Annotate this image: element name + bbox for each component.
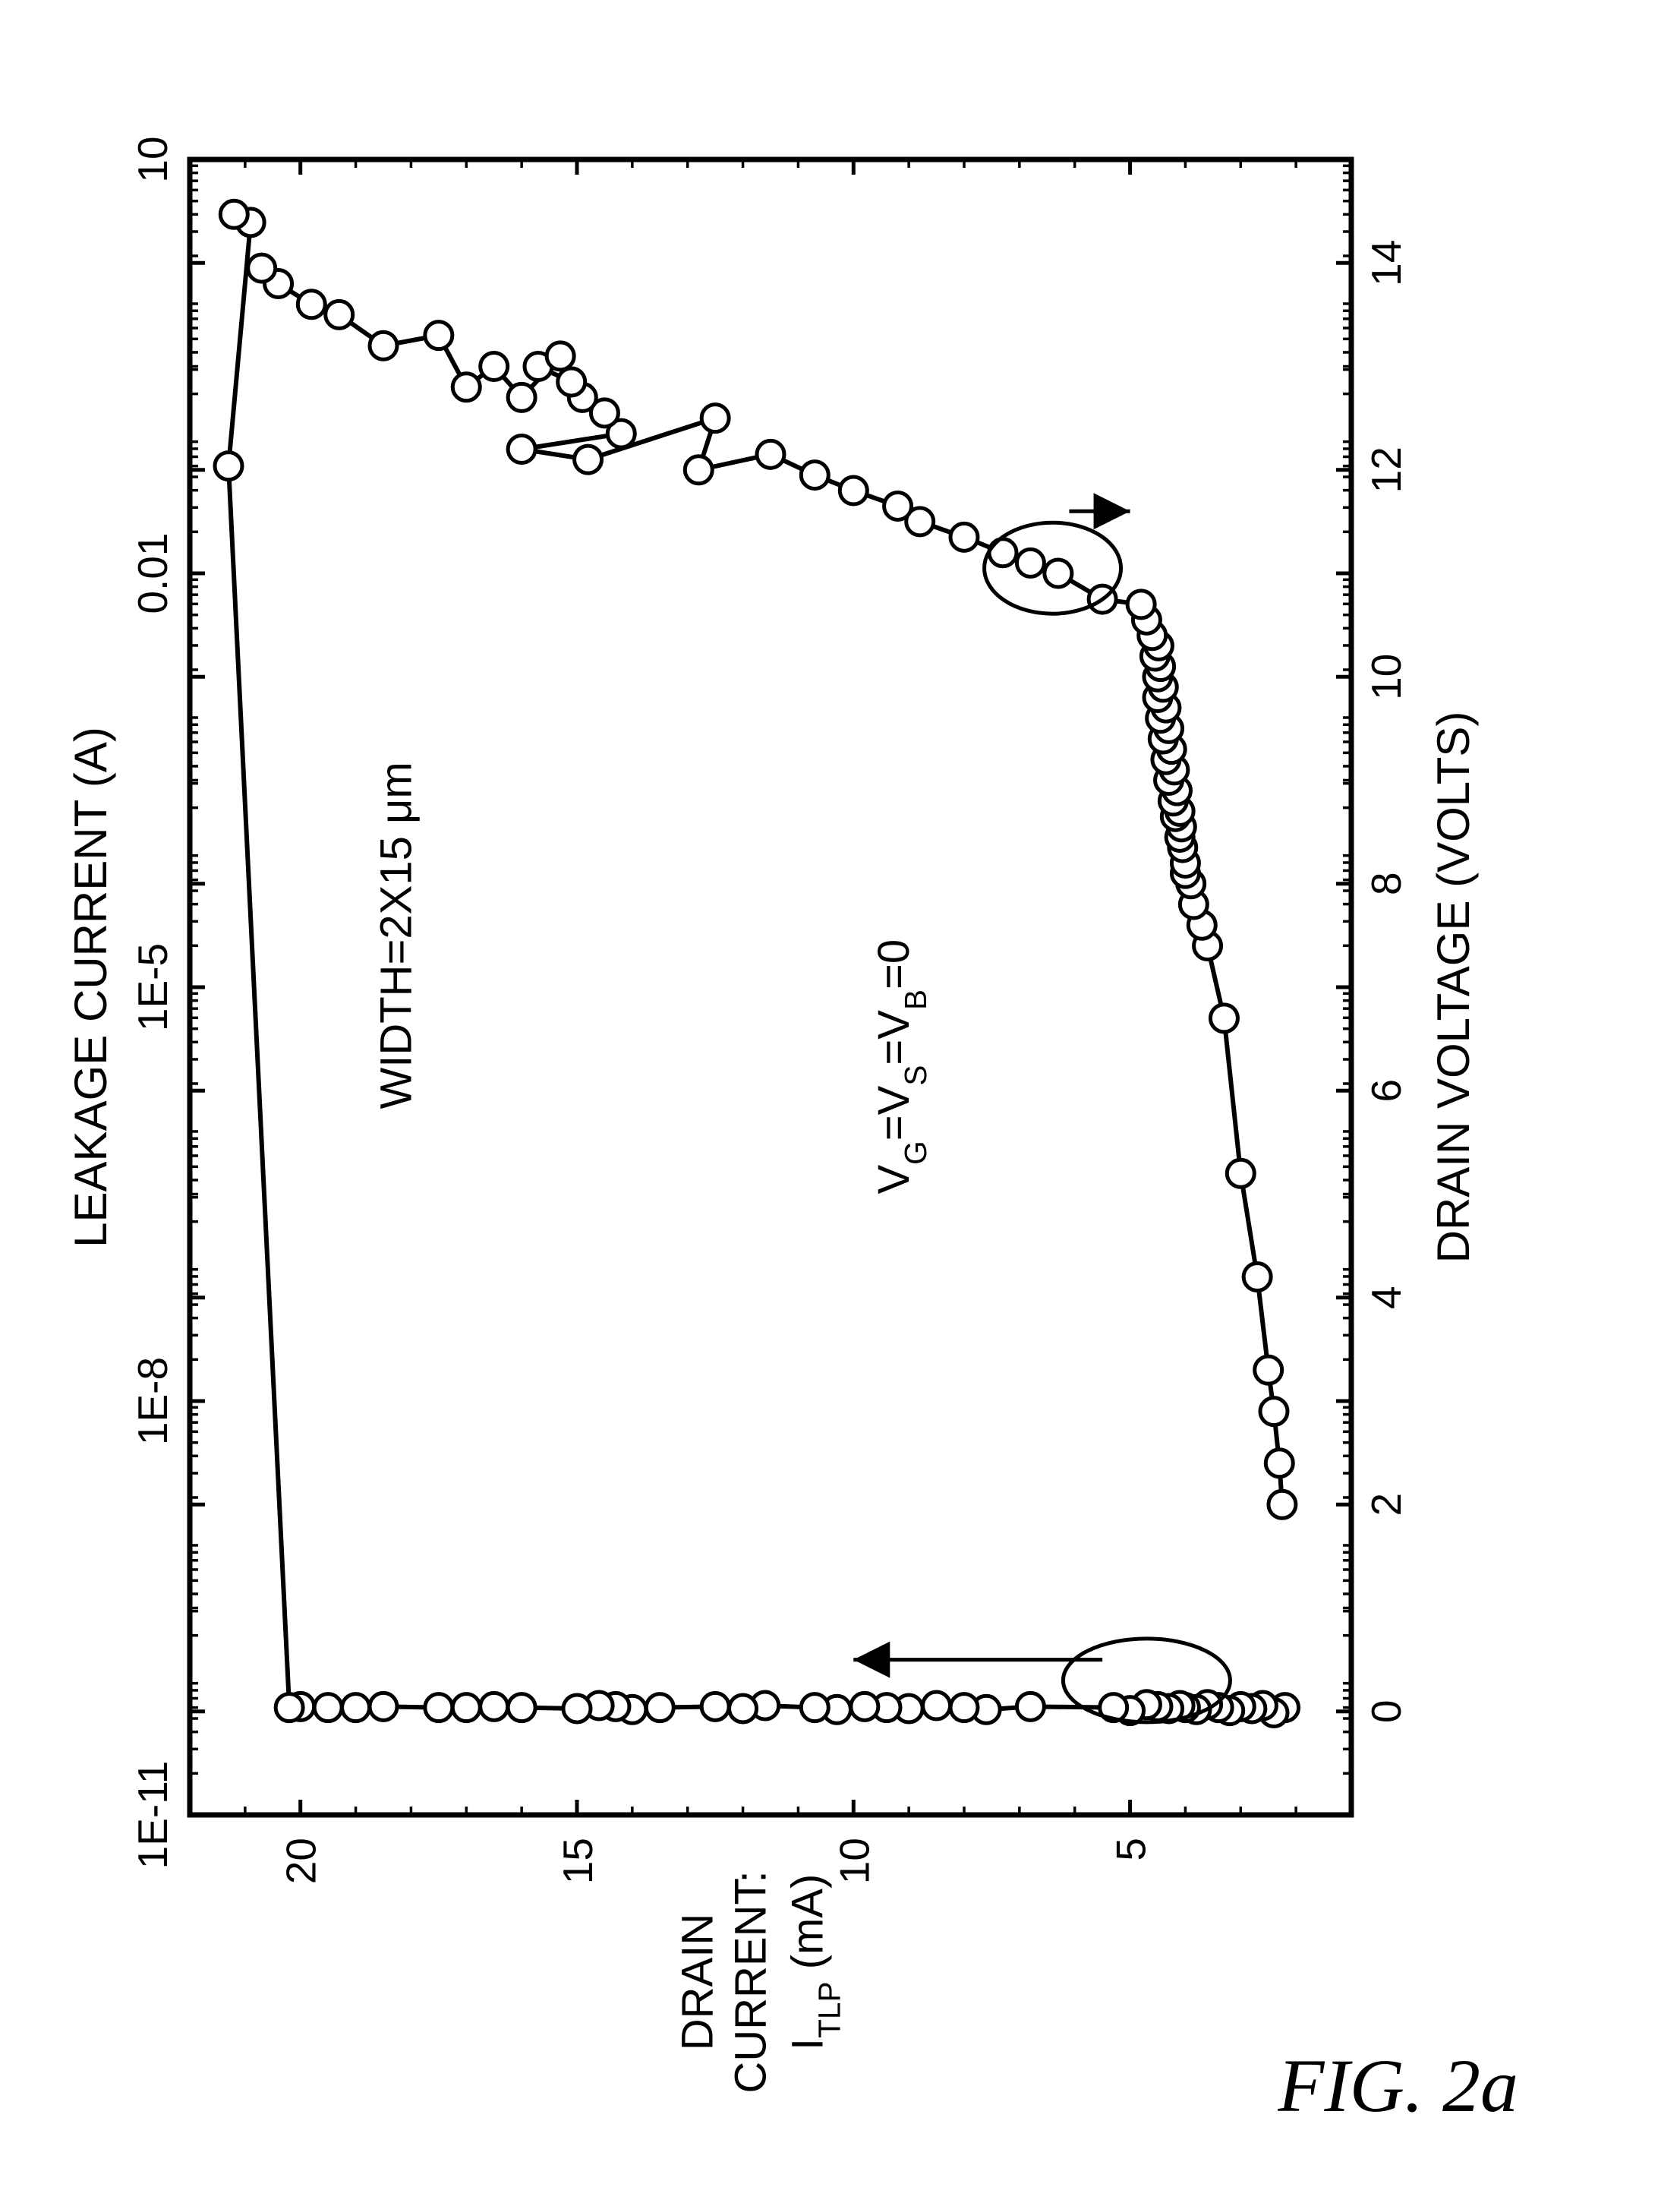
iv-series-marker xyxy=(1243,1264,1271,1291)
iv-series-marker xyxy=(1210,1005,1237,1032)
iv-series-marker xyxy=(1266,1450,1293,1477)
leakage-series-marker xyxy=(276,1694,303,1722)
leakage-series-marker xyxy=(1017,1693,1044,1720)
iv-series-marker xyxy=(1045,560,1072,587)
axis-top: 1E-11 1E-8 1E-5 0.01 10 LEAKAGE CURRENT (A) xyxy=(65,136,1351,1869)
leakage-series-marker xyxy=(342,1694,370,1722)
bottom-tick-label: 12 xyxy=(1363,447,1410,493)
leakage-series-marker xyxy=(851,1693,878,1720)
leakage-series-marker xyxy=(314,1694,342,1722)
leakage-series-marker xyxy=(370,1693,397,1720)
iv-series-marker xyxy=(685,456,712,484)
left-axis-title-2: CURRENT: xyxy=(727,1870,776,2093)
iv-series-marker xyxy=(326,301,353,328)
chart-rotated-group: 1E-11 1E-8 1E-5 0.01 10 LEAKAGE CURRENT (A) 0 2… xyxy=(65,136,1479,2093)
leakage-series-marker xyxy=(563,1695,591,1722)
iv-series-marker xyxy=(840,477,867,504)
iv-series-marker xyxy=(248,254,276,282)
iv-series-marker xyxy=(575,446,602,473)
iv-series-marker xyxy=(1227,1160,1254,1187)
bottom-tick-label: 14 xyxy=(1363,240,1410,286)
leakage-series-marker xyxy=(646,1694,673,1722)
iv-series-marker xyxy=(547,342,574,370)
iv-series-marker xyxy=(1269,1491,1296,1518)
figure-caption: FIG. 2a xyxy=(1277,2043,1518,2128)
bottom-tick-label: 4 xyxy=(1363,1286,1410,1309)
iv-series-marker xyxy=(508,383,535,411)
top-tick-label: 1E-8 xyxy=(129,1357,176,1445)
iv-series-marker xyxy=(884,492,912,519)
plot-frame xyxy=(190,159,1351,1815)
iv-series-marker xyxy=(1255,1356,1282,1384)
left-tick-label: 10 xyxy=(831,1838,878,1884)
left-tick-label: 5 xyxy=(1108,1838,1155,1861)
iv-series-marker xyxy=(801,462,828,489)
iv-series-marker xyxy=(425,322,452,349)
iv-series-marker xyxy=(1127,591,1155,618)
iv-series-marker xyxy=(558,368,585,396)
leakage-series-marker xyxy=(730,1695,757,1722)
top-axis-title: LEAKAGE CURRENT (A) xyxy=(65,727,116,1248)
iv-series-marker xyxy=(508,436,535,463)
leakage-series-marker xyxy=(452,1694,480,1722)
bottom-axis-title: DRAIN VOLTAGE (VOLTS) xyxy=(1428,712,1479,1264)
bottom-tick-label: 8 xyxy=(1363,872,1410,895)
iv-series-marker xyxy=(950,523,978,551)
iv-series-marker xyxy=(452,374,480,401)
leakage-series-marker xyxy=(215,453,242,480)
top-tick-label: 10 xyxy=(129,136,176,182)
width-annotation: WIDTH=2X15 μm xyxy=(371,762,421,1109)
leakage-series-marker xyxy=(508,1694,535,1722)
leakage-series-marker xyxy=(801,1694,828,1722)
top-tick-label: 0.01 xyxy=(129,532,176,614)
top-tick-label: 1E-5 xyxy=(129,943,176,1031)
left-axis-title-1: DRAIN xyxy=(673,1914,723,2050)
iv-series-marker xyxy=(757,440,784,468)
bottom-tick-label: 0 xyxy=(1363,1699,1410,1723)
arrow-head xyxy=(853,1642,890,1678)
iv-series-marker xyxy=(1260,1398,1288,1425)
bottom-tick-label: 2 xyxy=(1363,1493,1410,1516)
bottom-tick-label: 10 xyxy=(1363,654,1410,700)
left-tick-label: 15 xyxy=(554,1838,601,1884)
leakage-series-marker xyxy=(425,1694,452,1722)
leakage-series-marker xyxy=(481,1693,508,1720)
left-tick-label: 20 xyxy=(278,1838,325,1884)
left-axis-title-3: ITLP (mA) xyxy=(783,1874,847,2050)
figure-container: 1E-11 1E-8 1E-5 0.01 10 LEAKAGE CURRENT (A) 0 2… xyxy=(0,0,1680,2187)
bias-annotation: VG=VS=VB=0 xyxy=(869,939,933,1194)
iv-series-marker xyxy=(298,291,325,318)
iv-series-marker xyxy=(701,405,729,432)
iv-series-marker xyxy=(481,353,508,380)
leakage-series-marker xyxy=(923,1692,950,1719)
iv-series-marker xyxy=(370,332,397,359)
top-tick-label: 1E-11 xyxy=(129,1761,176,1870)
leakage-series-marker xyxy=(950,1694,978,1722)
leakage-series-marker xyxy=(220,200,247,228)
leakage-series-marker xyxy=(701,1693,729,1720)
arrow-head xyxy=(1094,493,1130,529)
iv-series-marker xyxy=(1017,549,1044,576)
bottom-tick-label: 6 xyxy=(1363,1079,1410,1103)
